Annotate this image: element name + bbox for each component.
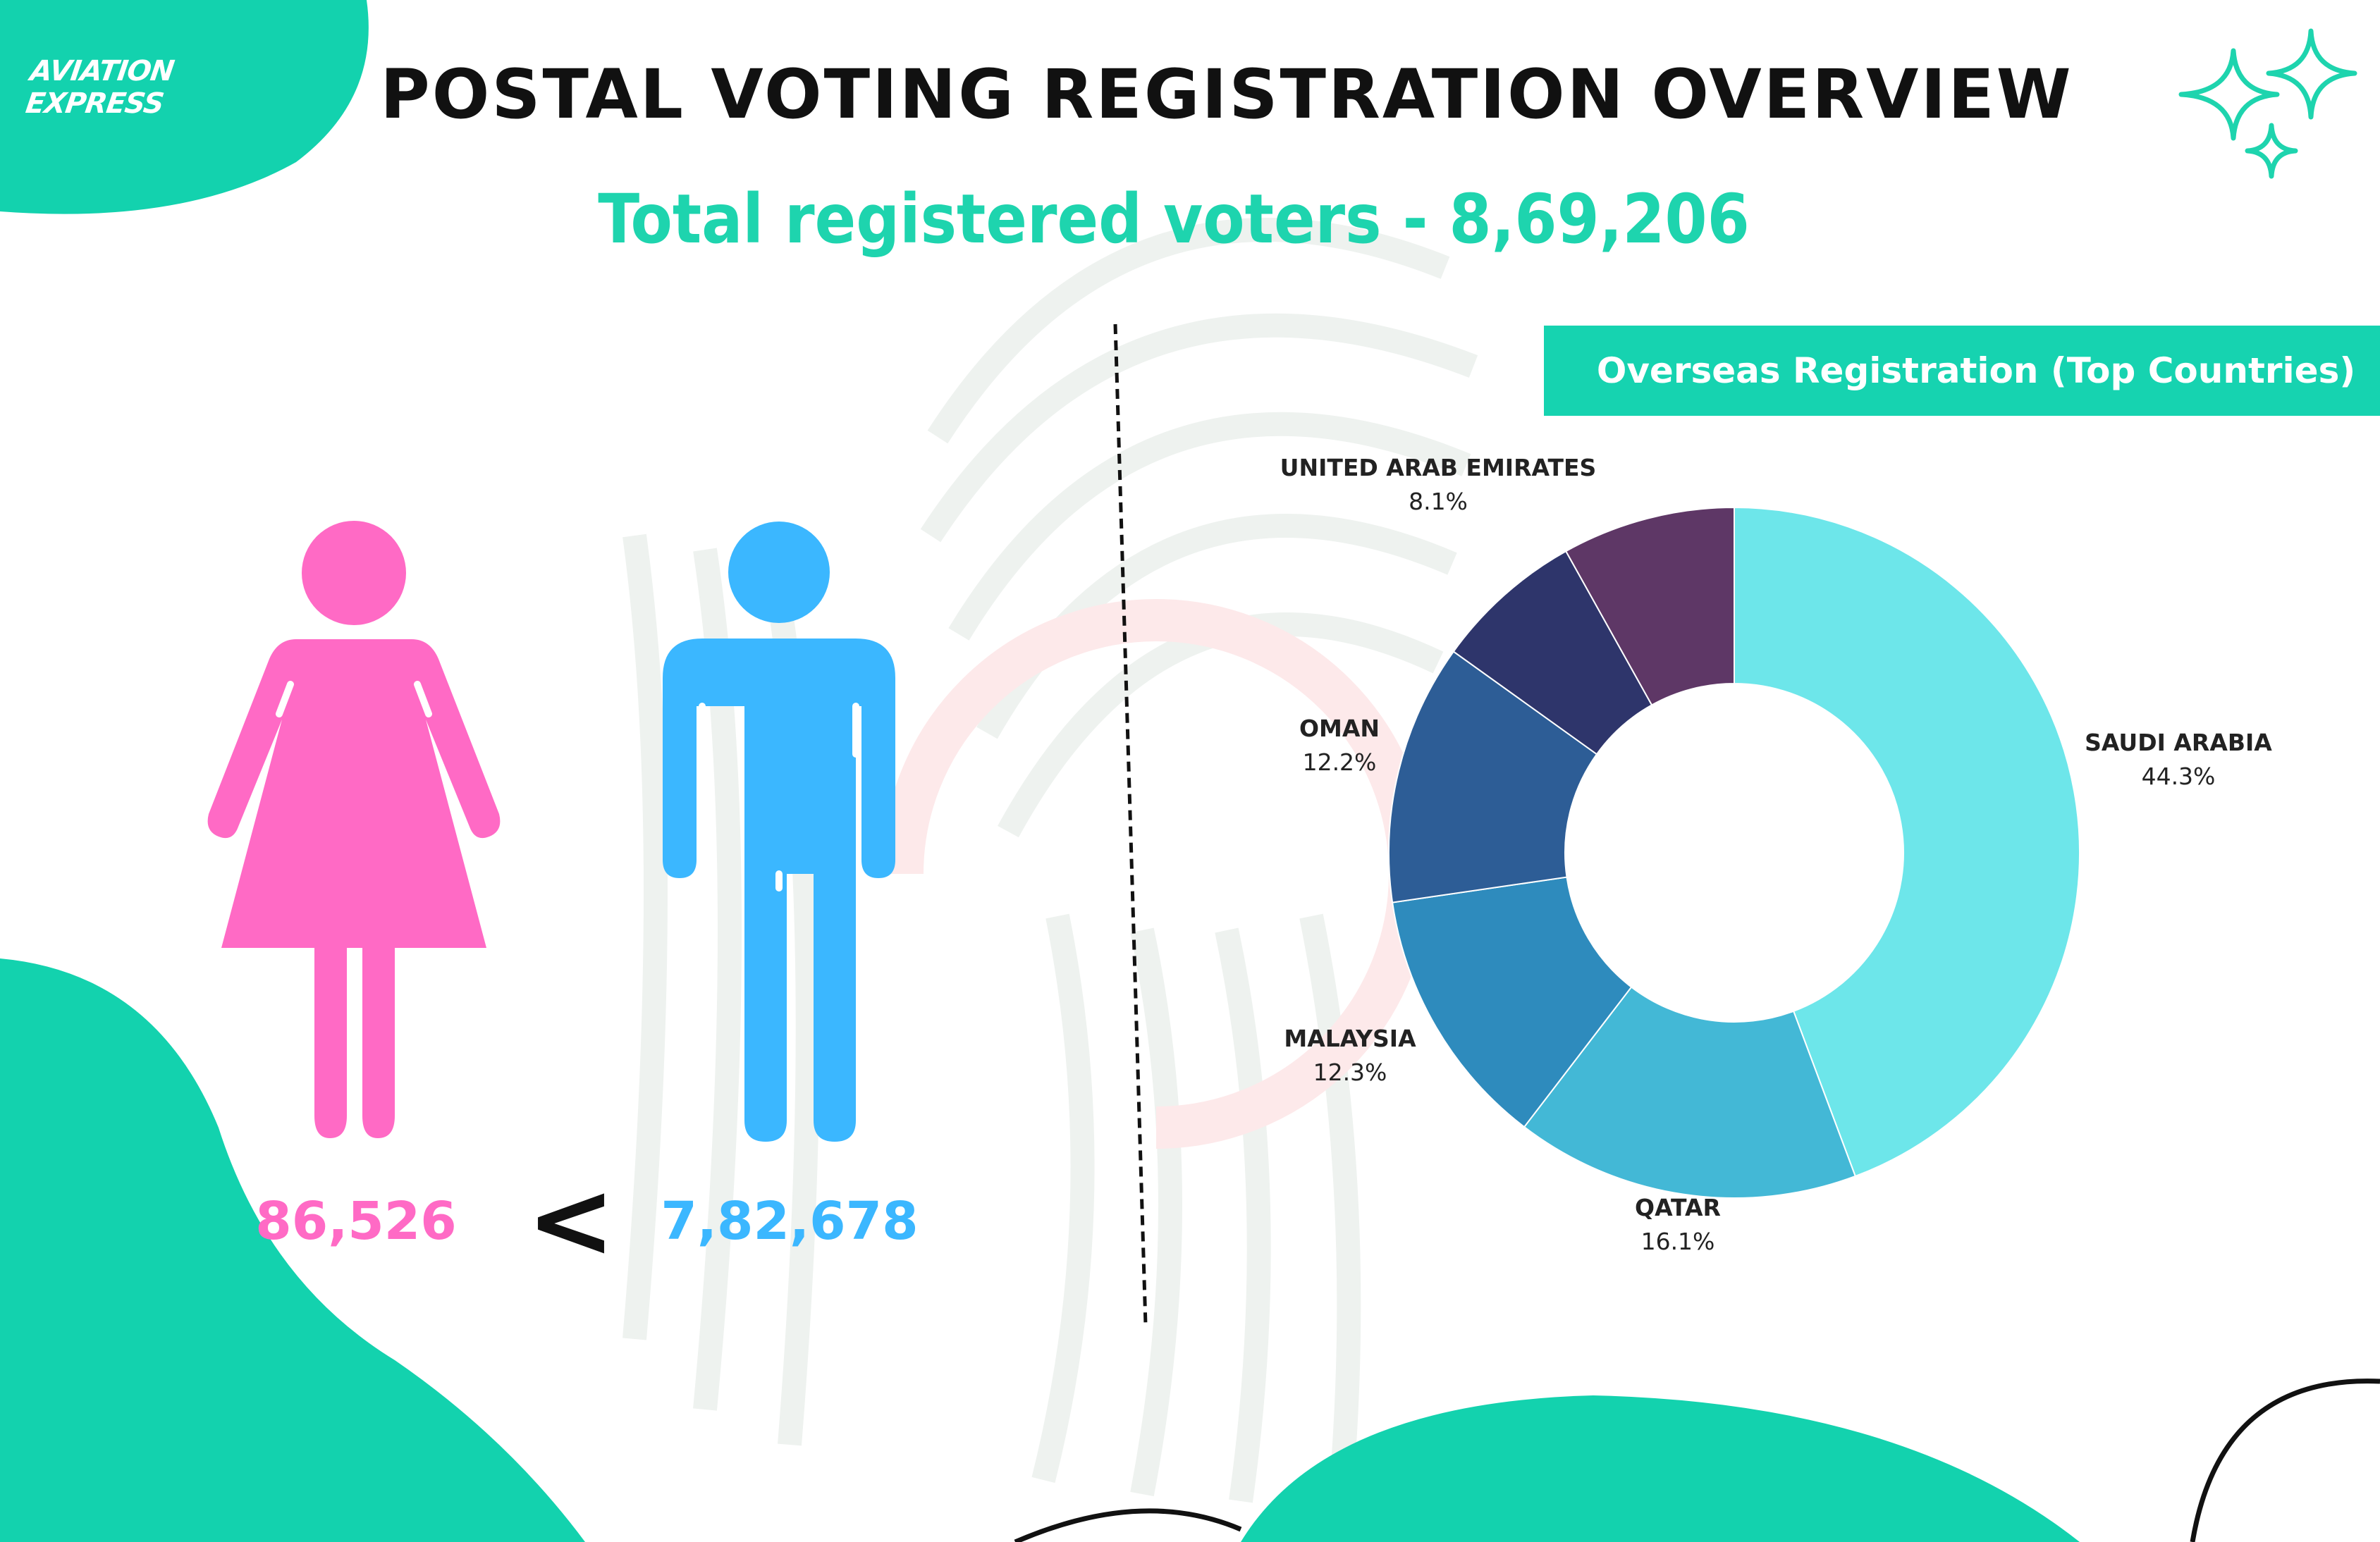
slice-name: SAUDI ARABIA xyxy=(2085,729,2272,756)
donut-slice-oman xyxy=(1388,650,1598,903)
donut-slice-united-arab-emirates xyxy=(1564,506,1735,706)
slice-value: 12.2% xyxy=(1302,748,1377,776)
page-title: POSTAL VOTING REGISTRATION OVERVIEW xyxy=(380,55,2073,134)
corner-blob-bottom-left xyxy=(0,958,585,1542)
corner-blob-bottom-right xyxy=(1241,1395,2080,1542)
decorative-curve xyxy=(1014,1508,1242,1542)
dashed-divider xyxy=(1113,323,1148,1326)
female-person-icon xyxy=(207,521,501,1138)
watermark-ring xyxy=(881,599,1431,1149)
donut-slice-qatar xyxy=(1523,986,1857,1199)
slice-value: 16.1% xyxy=(1640,1228,1715,1255)
corner-blob-top-left xyxy=(0,0,369,214)
slice-label-qatar: QATAR 16.1% xyxy=(1600,1191,1755,1259)
male-count: 7,82,678 xyxy=(661,1191,919,1252)
slice-name: QATAR xyxy=(1635,1194,1721,1221)
slice-name: UNITED ARAB EMIRATES xyxy=(1280,454,1597,481)
slice-value: 12.3% xyxy=(1313,1059,1387,1086)
slice-label-malaysia: MALAYSIA 12.3% xyxy=(1262,1022,1438,1090)
female-count: 86,526 xyxy=(255,1191,457,1252)
slice-label-saudi-arabia: SAUDI ARABIA 44.3% xyxy=(2066,726,2291,794)
chart-title: Overseas Registration (Top Countries) xyxy=(1544,326,2380,416)
slice-name: OMAN xyxy=(1299,715,1380,742)
slice-label-oman: OMAN 12.2% xyxy=(1276,712,1403,779)
donut-slice-saudi-arabia xyxy=(1734,506,2080,1178)
slice-label-united-arab-emirates: UNITED ARAB EMIRATES 8.1% xyxy=(1255,451,1621,519)
male-person-icon xyxy=(663,522,895,1142)
comparison-symbol: < xyxy=(527,1159,615,1282)
total-voters-subtitle: Total registered voters - 8,69,206 xyxy=(598,180,1750,259)
slice-value: 8.1% xyxy=(1409,488,1468,515)
sparkle-icon xyxy=(2178,28,2357,179)
decorative-curve xyxy=(2190,1378,2380,1542)
donut-chart xyxy=(1388,506,2080,1199)
donut-slice-malaysia xyxy=(1391,876,1633,1128)
slice-name: MALAYSIA xyxy=(1284,1025,1416,1052)
slice-value: 44.3% xyxy=(2141,763,2216,790)
